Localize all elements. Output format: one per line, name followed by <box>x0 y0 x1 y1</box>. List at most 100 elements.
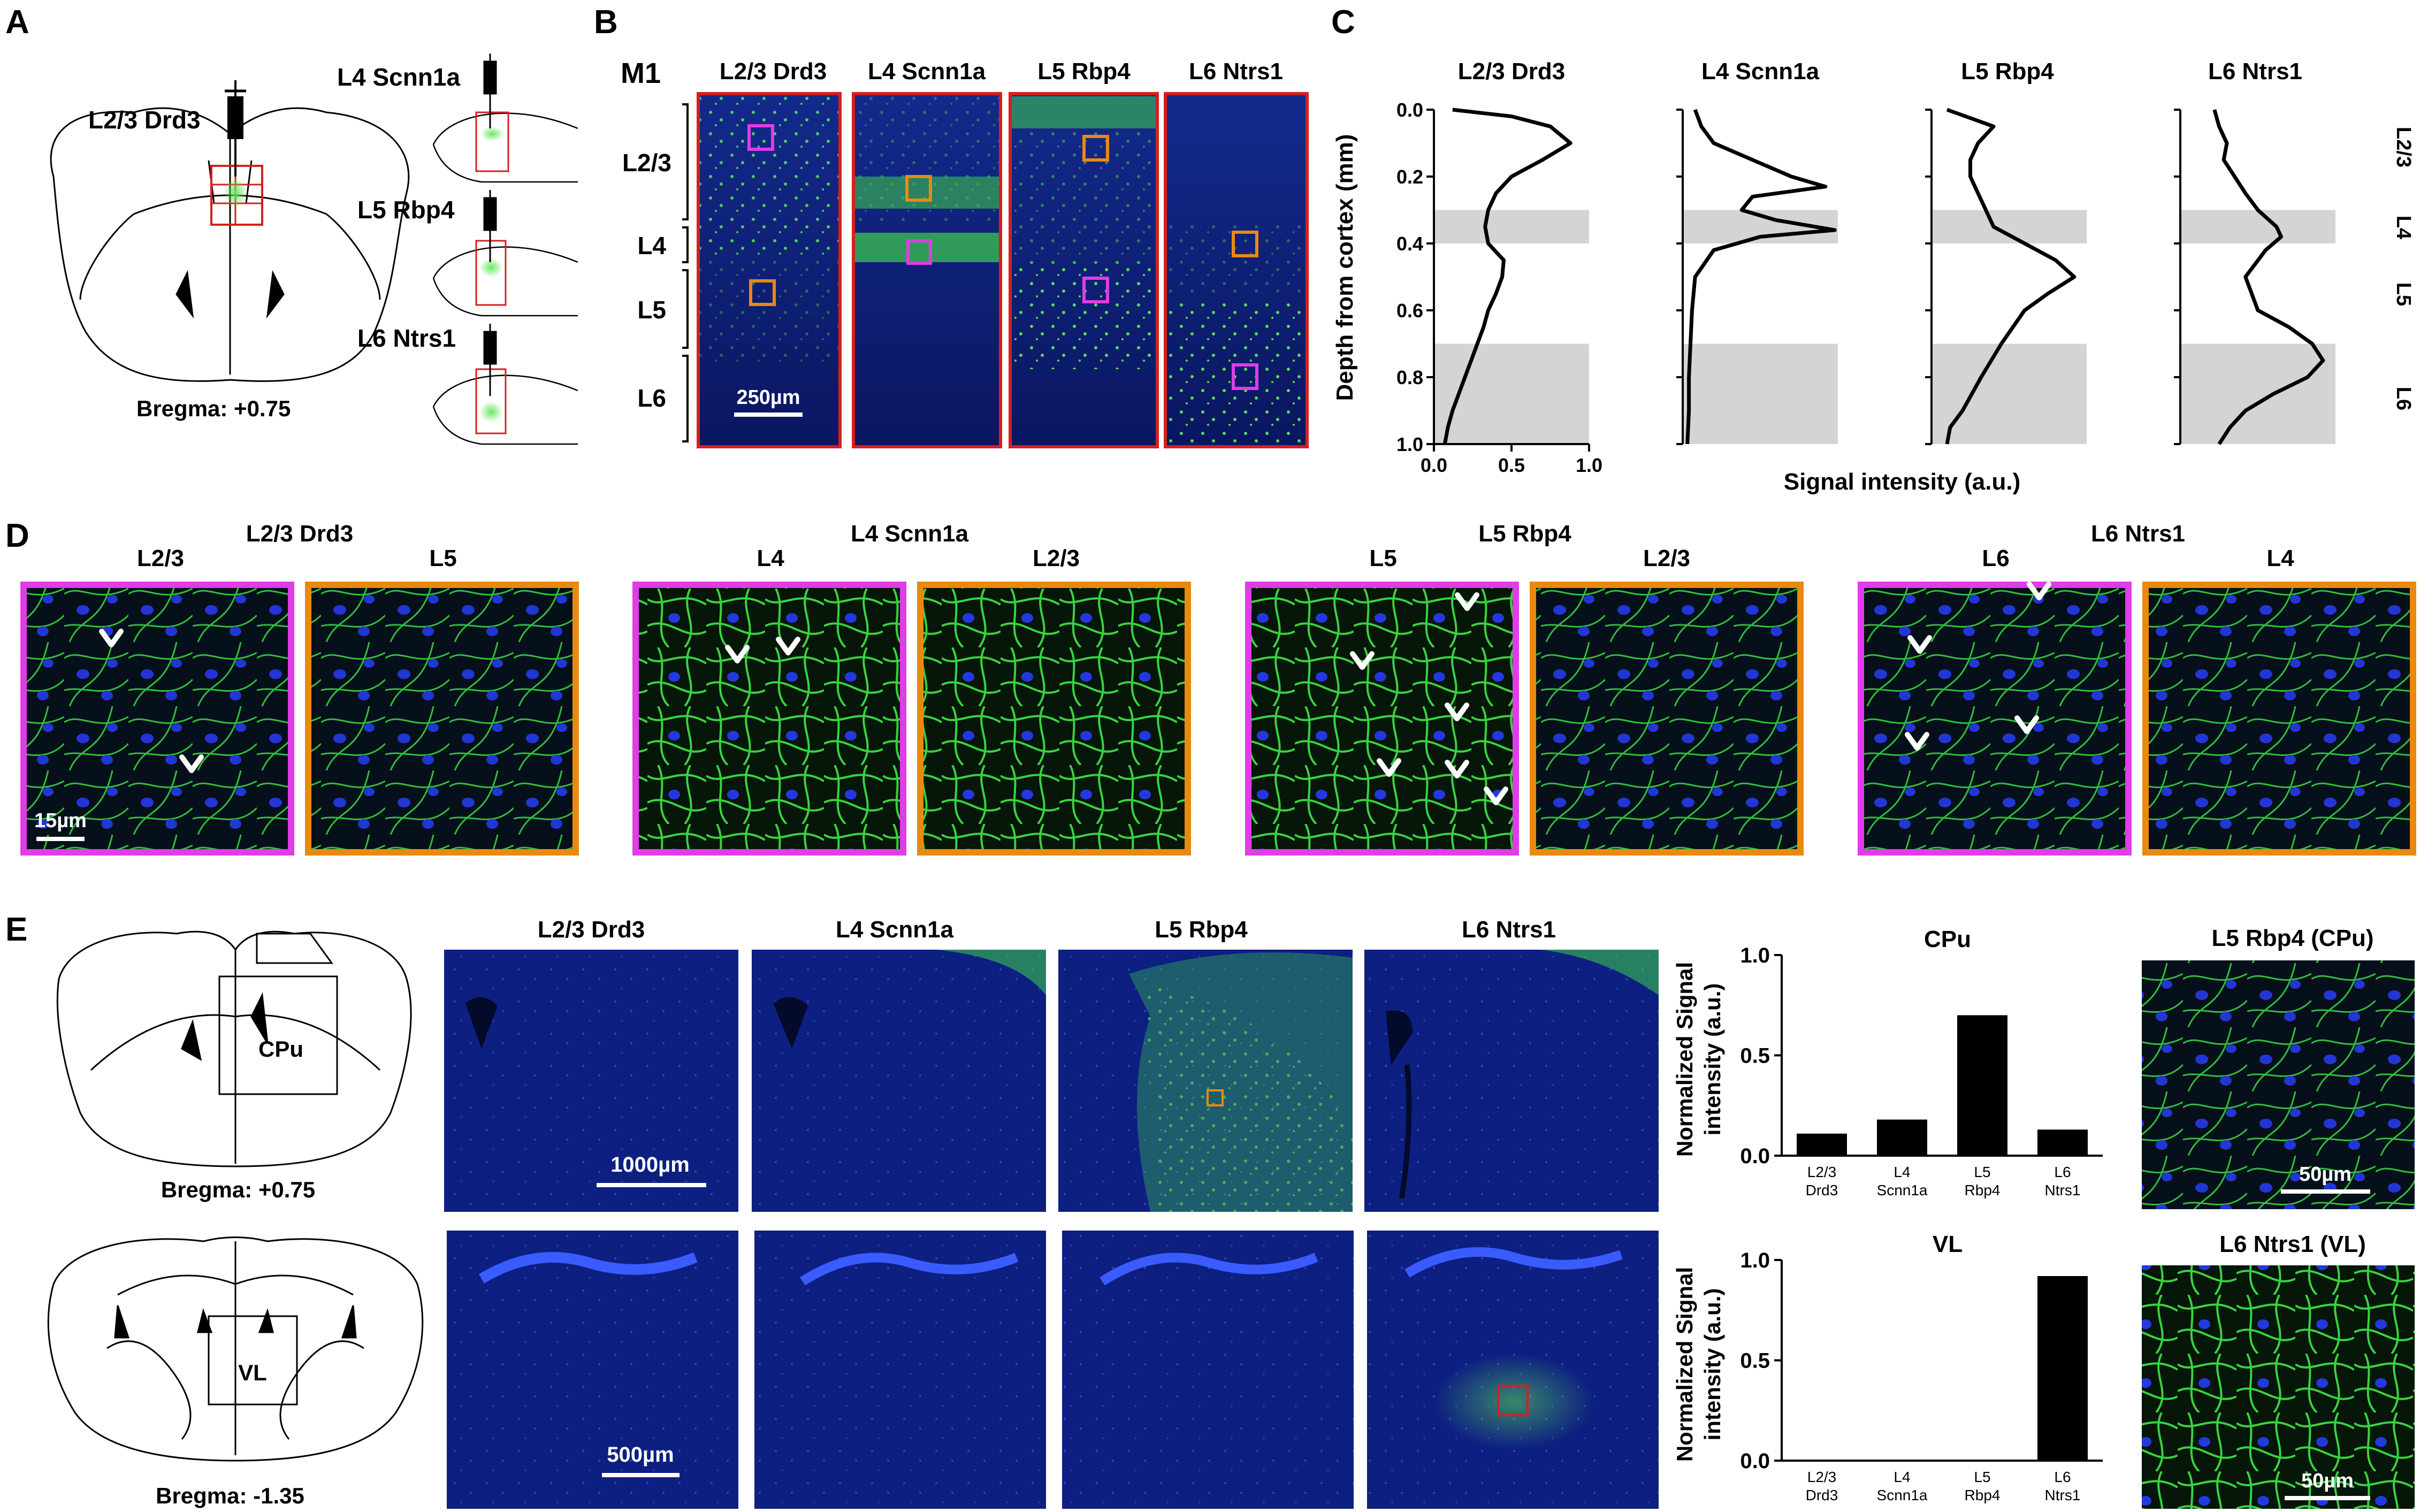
c-title-l5: L5 Rbp4 <box>1961 58 2054 85</box>
c-layer-l6: L6 <box>2392 387 2415 410</box>
c-profile-line <box>1685 109 1837 445</box>
b-column-l5 <box>1009 92 1159 448</box>
e-title-l5: L5 Rbp4 <box>1155 917 1248 943</box>
bregma-a: Bregma: +0.75 <box>136 396 291 421</box>
c-titles: L2/3 Drd3 L4 Scnn1a L5 Rbp4 L6 Ntrs1 <box>1458 58 2302 85</box>
b-column-l6 <box>1164 92 1309 448</box>
syringe-icon <box>225 80 246 177</box>
d-arrowheads <box>99 582 2051 805</box>
c-ytick-label: 0.2 <box>1396 166 1423 188</box>
e-top-images: 1000µm <box>444 950 1659 1212</box>
c-xtick-label: 0.5 <box>1498 454 1525 476</box>
c-band <box>2180 343 2335 444</box>
b-title-l6: L6 Ntrs1 <box>1189 58 1283 85</box>
d-title-4: L6 Ntrs1 <box>2091 521 2185 547</box>
c-ytick-label: 1.0 <box>1396 433 1423 455</box>
bar <box>1957 1015 2007 1156</box>
line-label-l6: L6 Ntrs1 <box>357 324 456 352</box>
depth-profile-charts: 0.00.20.40.60.81.00.0 0.5 1.0 <box>1396 99 2335 476</box>
c-band <box>1683 343 1838 444</box>
bar-category-label: Ntrs1 <box>2045 1182 2081 1198</box>
bar-category-label: Rbp4 <box>1965 1182 2001 1198</box>
bar-chart-title: CPu <box>1924 926 1971 952</box>
b-title-l23: L2/3 Drd3 <box>720 58 827 85</box>
d-sub-2l: L4 <box>757 545 784 571</box>
bar-category-label: L2/3 <box>1807 1164 1837 1180</box>
bar-ytick-label: 1.0 <box>1740 944 1770 967</box>
bar-category-label: L5 <box>1974 1164 1990 1180</box>
bar-category-label: Rbp4 <box>1965 1487 2001 1503</box>
b-title-l4: L4 Scnn1a <box>868 58 986 85</box>
panel-label-c: C <box>1331 4 1355 41</box>
d-micrographs <box>20 582 2416 856</box>
d-sub-2r: L2/3 <box>1033 545 1080 571</box>
b-title-l5: L5 Rbp4 <box>1037 58 1131 85</box>
inset-image-bottom <box>2142 1265 2415 1509</box>
c-title-l4: L4 Scnn1a <box>1701 58 1820 85</box>
line-label-l23: L2/3 Drd3 <box>88 106 201 134</box>
c-band <box>1932 210 2087 243</box>
brain-diagram-a <box>50 107 410 382</box>
d-title-2: L4 Scnn1a <box>851 521 969 547</box>
mini-brains <box>432 112 578 445</box>
bar-category-label: L5 <box>1974 1469 1990 1485</box>
c-layer-l5: L5 <box>2392 282 2415 306</box>
c-title-l6: L6 Ntrs1 <box>2208 58 2302 85</box>
c-profile-line <box>2212 109 2325 445</box>
d-sub-1l: L2/3 <box>137 545 184 571</box>
e-bregma-top: Bregma: +0.75 <box>161 1177 315 1202</box>
d-sub-titles: L2/3 L5 L4 L2/3 L5 L2/3 L6 L4 <box>137 545 2294 571</box>
bar-chart-title: VL <box>1933 1231 1963 1257</box>
c-band <box>2180 210 2335 243</box>
layer-l5: L5 <box>637 296 666 324</box>
bar-ytick-label: 0.5 <box>1740 1349 1770 1373</box>
c-xtick-label: 0.0 <box>1421 454 1447 476</box>
bar-ytick-label: 0.0 <box>1740 1449 1770 1473</box>
d-sub-4l: L6 <box>1982 545 2009 571</box>
c-profile-line <box>1945 108 2077 445</box>
c-ytick-label: 0.8 <box>1396 366 1423 388</box>
bar-category-label: L2/3 <box>1807 1469 1837 1485</box>
e-scale-bottom: 500µm <box>607 1443 674 1467</box>
bar-ylabel-2: intensity (a.u.) <box>1700 1288 1725 1441</box>
c-ytick-label: 0.6 <box>1396 300 1423 322</box>
bar-ylabel-1: Normalized Signal <box>1672 962 1697 1157</box>
e-bottom-images: 500µm <box>447 1231 1659 1509</box>
region-m1: M1 <box>621 57 661 89</box>
bar-category-label: Drd3 <box>1806 1487 1838 1503</box>
bar-ytick-label: 0.0 <box>1740 1144 1770 1168</box>
layer-l4: L4 <box>637 232 666 259</box>
e-scale-top: 1000µm <box>610 1153 690 1177</box>
c-band <box>1932 343 2087 444</box>
injection-site-a <box>210 165 263 226</box>
bar-category-label: Drd3 <box>1806 1182 1838 1198</box>
inset-scale-bottom: 50µm <box>2301 1470 2354 1492</box>
panel-label-d: D <box>5 517 29 554</box>
e-brain-top <box>56 930 412 1167</box>
bar-ytick-label: 1.0 <box>1740 1249 1770 1272</box>
line-label-l5: L5 Rbp4 <box>357 196 455 224</box>
e-brain-bottom <box>47 1236 424 1462</box>
c-layer-l23: L2/3 <box>2392 127 2415 167</box>
c-profile-line <box>1442 108 1572 445</box>
bar-category-label: Scnn1a <box>1877 1487 1928 1503</box>
c-band <box>1434 210 1589 243</box>
bar-ylabel-2: intensity (a.u.) <box>1700 983 1725 1136</box>
layer-l6: L6 <box>637 384 666 412</box>
d-sub-3r: L2/3 <box>1643 545 1690 571</box>
mini-syringes <box>483 54 497 396</box>
bar <box>1877 1119 1927 1156</box>
c-ylabel: Depth from cortex (mm) <box>1332 134 1358 401</box>
bar <box>2037 1276 2088 1461</box>
bar-category-label: L4 <box>1894 1164 1910 1180</box>
c-layer-l4: L4 <box>2392 216 2415 239</box>
d-title-3: L5 Rbp4 <box>1478 521 1571 547</box>
d-sub-1r: L5 <box>429 545 456 571</box>
bar <box>1797 1133 1847 1156</box>
d-title-1: L2/3 Drd3 <box>246 521 354 547</box>
c-ytick-label: 0.0 <box>1396 99 1423 121</box>
b-scalebar-label: 250µm <box>736 386 800 409</box>
c-xtick-label: 1.0 <box>1576 454 1602 476</box>
